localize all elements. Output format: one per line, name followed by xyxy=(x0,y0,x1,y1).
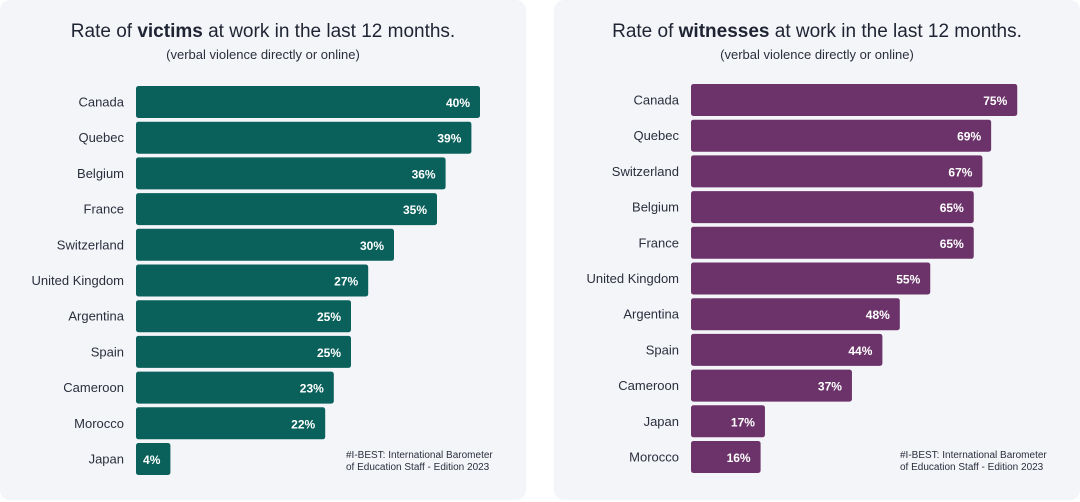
value-label: 39% xyxy=(437,132,461,146)
value-label: 25% xyxy=(317,346,341,360)
bar xyxy=(136,157,446,190)
chart-title: Rate of victims at work in the last 12 m… xyxy=(70,21,456,42)
bar-group: Quebec 69% xyxy=(633,119,992,152)
bar-group: Switzerland 67% xyxy=(612,155,983,188)
bar xyxy=(691,155,983,188)
value-label: 55% xyxy=(896,273,920,287)
bar xyxy=(136,371,334,404)
bar xyxy=(136,300,351,333)
bar-group: Argentina 48% xyxy=(623,298,900,331)
bar-group: Switzerland 30% xyxy=(57,228,394,261)
value-label: 23% xyxy=(300,382,324,396)
category-label: Belgium xyxy=(77,166,124,181)
value-label: 17% xyxy=(731,415,755,429)
chart-subtitle: (verbal violence directly or online) xyxy=(166,47,360,62)
bar xyxy=(136,193,437,226)
category-label: Cameroon xyxy=(63,380,124,395)
category-label: Spain xyxy=(646,342,679,357)
category-label: United Kingdom xyxy=(587,271,680,286)
value-label: 65% xyxy=(940,201,964,215)
value-label: 36% xyxy=(412,167,436,181)
bar xyxy=(136,407,326,440)
source-note: #I-BEST: International Barometer of Educ… xyxy=(346,450,493,473)
bar xyxy=(136,121,472,154)
category-label: Quebec xyxy=(78,130,124,145)
bar-group: Spain 25% xyxy=(91,335,351,368)
value-label: 48% xyxy=(866,308,890,322)
bar xyxy=(691,84,1018,116)
bar xyxy=(691,369,852,402)
bar xyxy=(136,86,480,118)
category-label: Morocco xyxy=(74,416,124,431)
bar-group: France 35% xyxy=(84,193,437,226)
witnesses-chart-panel: Rate of witnesses at work in the last 12… xyxy=(554,0,1080,500)
bar-group: Belgium 65% xyxy=(632,191,974,224)
value-label: 37% xyxy=(818,380,842,394)
category-label: Canada xyxy=(78,95,124,110)
category-label: Switzerland xyxy=(612,164,679,179)
value-label: 69% xyxy=(957,130,981,144)
chart-title: Rate of witnesses at work in the last 12… xyxy=(612,21,1022,42)
victims-chart-panel: Rate of victims at work in the last 12 m… xyxy=(0,0,526,500)
bar-group: Belgium 36% xyxy=(77,157,446,190)
category-label: Canada xyxy=(633,93,679,108)
value-label: 67% xyxy=(948,165,972,179)
bar-group: United Kingdom 55% xyxy=(587,262,931,295)
category-label: Japan xyxy=(89,452,124,467)
category-label: Belgium xyxy=(632,200,679,215)
bar-group: Quebec 39% xyxy=(78,121,472,154)
bar-group: Morocco 16% xyxy=(629,441,761,473)
bar xyxy=(691,405,765,438)
value-label: 40% xyxy=(446,96,470,110)
category-label: France xyxy=(639,235,679,250)
bar-group: Canada 75% xyxy=(633,84,1018,116)
bar-group: Cameroon 37% xyxy=(618,369,852,402)
witnesses-bar-chart: Canada 75% Quebec 69% Switzerland 67% Belgium 6… xyxy=(587,84,1018,473)
bar xyxy=(136,264,369,297)
bar-group: Argentina 25% xyxy=(68,300,351,333)
bar xyxy=(691,262,931,295)
bar xyxy=(691,333,883,366)
bar xyxy=(691,226,974,259)
victims-bar-chart: Canada 40% Quebec 39% Belgium 36% France 35% Swi… xyxy=(32,86,480,475)
bar-group: Cameroon 23% xyxy=(63,371,334,404)
value-label: 75% xyxy=(983,94,1007,108)
bar-group: France 65% xyxy=(639,226,974,259)
category-label: Morocco xyxy=(629,450,679,465)
category-label: France xyxy=(84,202,124,217)
category-label: Cameroon xyxy=(618,378,679,393)
bar xyxy=(691,191,974,224)
bar-group: Canada 40% xyxy=(78,86,480,118)
value-label: 65% xyxy=(940,237,964,251)
value-label: 4% xyxy=(143,453,161,467)
value-label: 22% xyxy=(291,417,315,431)
bar xyxy=(691,298,900,331)
value-label: 35% xyxy=(403,203,427,217)
value-label: 30% xyxy=(360,239,384,253)
bar-group: United Kingdom 27% xyxy=(32,264,369,297)
value-label: 25% xyxy=(317,310,341,324)
category-label: Switzerland xyxy=(57,237,124,252)
bar xyxy=(136,228,394,261)
value-label: 16% xyxy=(727,451,751,465)
category-label: United Kingdom xyxy=(32,273,125,288)
bar-group: Japan 17% xyxy=(644,405,765,438)
category-label: Argentina xyxy=(68,309,124,324)
bar-group: Morocco 22% xyxy=(74,407,326,440)
bar xyxy=(691,441,761,473)
value-label: 27% xyxy=(334,275,358,289)
category-label: Quebec xyxy=(633,128,679,143)
bar-group: Spain 44% xyxy=(646,333,883,366)
bar xyxy=(136,443,171,475)
category-label: Argentina xyxy=(623,307,679,322)
bar-group: Japan 4% xyxy=(89,443,171,475)
bar xyxy=(136,335,351,368)
category-label: Spain xyxy=(91,344,124,359)
chart-subtitle: (verbal violence directly or online) xyxy=(720,47,914,62)
bar xyxy=(691,119,992,152)
source-note: #I-BEST: International Barometer of Educ… xyxy=(900,450,1047,473)
category-label: Japan xyxy=(644,414,679,429)
value-label: 44% xyxy=(848,344,872,358)
